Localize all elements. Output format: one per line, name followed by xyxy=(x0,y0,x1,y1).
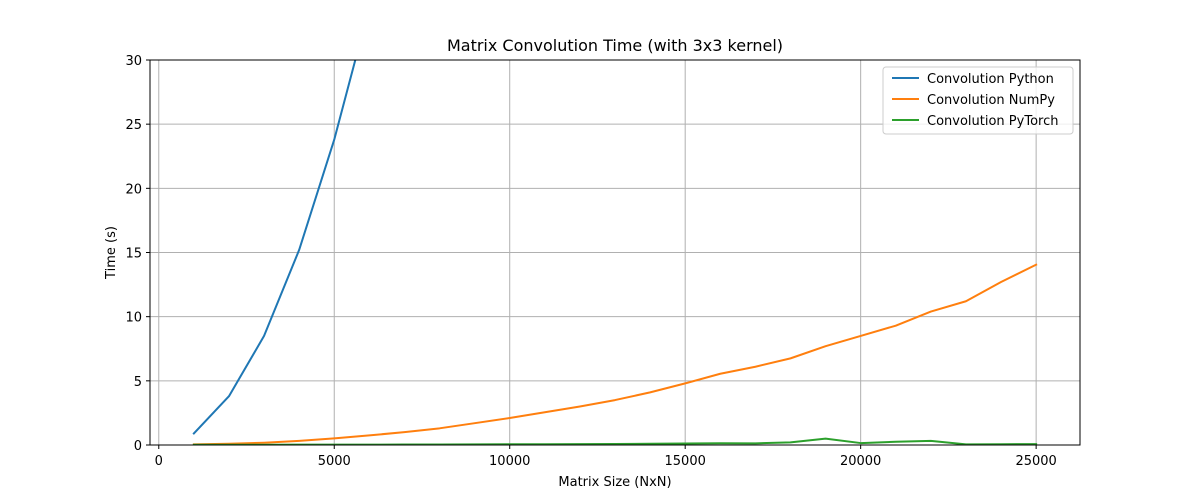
legend-label: Convolution PyTorch xyxy=(927,114,1058,129)
y-tick-label: 15 xyxy=(125,247,142,262)
y-tick-label: 5 xyxy=(134,375,142,390)
y-axis-label: Time (s) xyxy=(104,226,119,280)
x-tick-label: 0 xyxy=(155,454,163,469)
x-tick-label: 25000 xyxy=(1015,454,1056,469)
chart-title: Matrix Convolution Time (with 3x3 kernel… xyxy=(447,36,783,55)
y-tick-label: 20 xyxy=(125,182,142,197)
legend-label: Convolution NumPy xyxy=(927,93,1055,108)
x-tick-label: 10000 xyxy=(489,454,530,469)
series-line-convolution-python xyxy=(192,60,357,435)
x-tick-label: 5000 xyxy=(318,454,351,469)
y-tick-label: 10 xyxy=(125,311,142,326)
series-line-convolution-numpy xyxy=(192,263,1038,445)
x-tick-label: 20000 xyxy=(840,454,881,469)
legend: Convolution Python Convolution NumPy Convo… xyxy=(882,66,1074,135)
legend-box xyxy=(882,66,1074,135)
y-tick-label: 30 xyxy=(125,54,142,69)
x-axis-label: Matrix Size (NxN) xyxy=(558,475,671,490)
axis-ticks: 0 5000 10000 15000 20000 25000 0 5 10 15 20 25 30 xyxy=(125,54,1056,469)
y-tick-label: 0 xyxy=(134,439,142,454)
y-tick-label: 25 xyxy=(125,118,142,133)
legend-label: Convolution Python xyxy=(927,72,1054,87)
x-tick-label: 15000 xyxy=(665,454,706,469)
